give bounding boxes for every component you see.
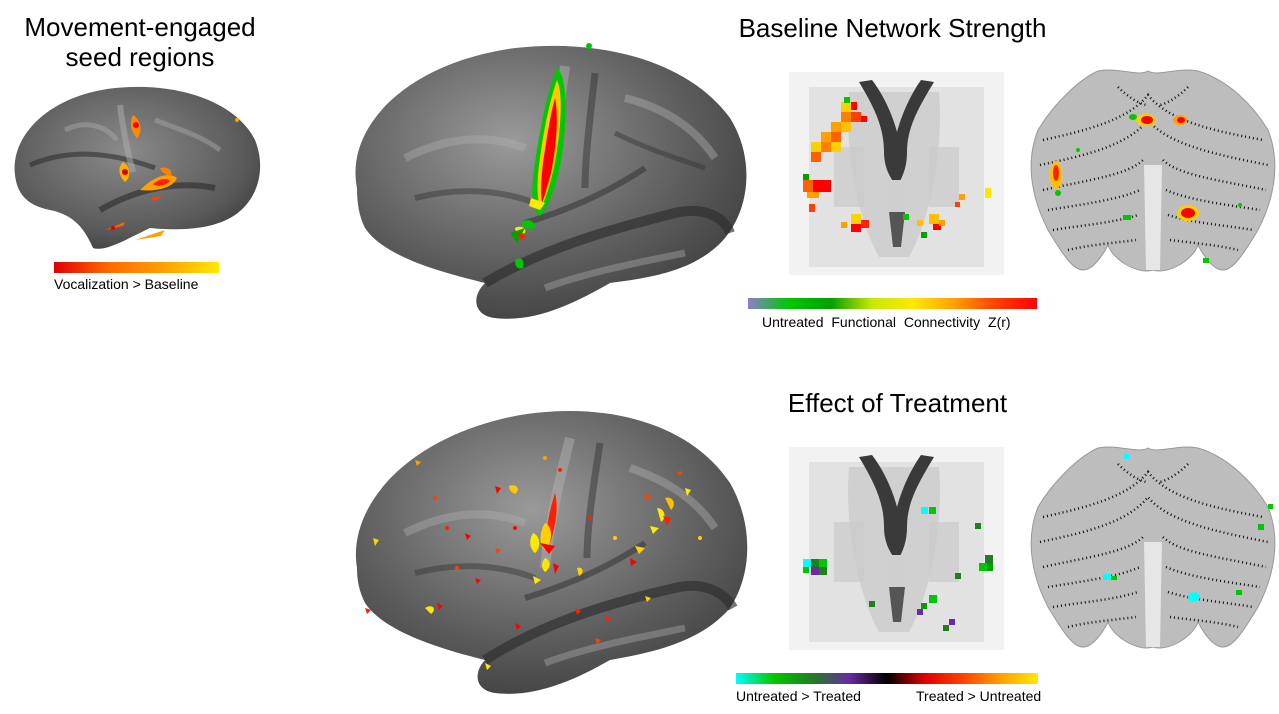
seed-title-line2: seed regions [65, 42, 215, 72]
treatment-colorbar [736, 673, 1038, 684]
seed-colorbar-label: Vocalization > Baseline [54, 276, 199, 292]
baseline-panel-title: Baseline Network Strength [738, 13, 1047, 43]
baseline-label-part-2: Functional [831, 314, 896, 330]
seed-brain-image [14, 86, 261, 249]
baseline-cerebellum-flatmap [1030, 69, 1276, 272]
treatment-colorbar-label-right: Treated > Untreated [916, 688, 1042, 704]
treatment-cerebellum-flatmap [1030, 446, 1276, 649]
seed-colorbar [54, 262, 219, 273]
baseline-label-part-1: Untreated [762, 314, 824, 330]
treatment-colorbar-label-left: Untreated > Treated [736, 688, 861, 704]
treatment-basal-ganglia-slice [789, 447, 1004, 650]
baseline-basal-ganglia-slice [789, 72, 1004, 275]
seed-title-line1: Movement-engaged [24, 12, 256, 42]
baseline-label-part-4: Z(r) [988, 314, 1011, 330]
treatment-cortex-image [355, 411, 748, 694]
baseline-label-part-3: Connectivity [903, 314, 981, 330]
treatment-panel-title: Effect of Treatment [787, 388, 1008, 418]
baseline-colorbar-label: Untreated Functional Connectivity Z(r) [762, 314, 1011, 330]
baseline-cortex-image [355, 43, 747, 319]
seed-panel-title: Movement-engaged seed regions [5, 12, 275, 72]
baseline-colorbar [748, 298, 1037, 309]
